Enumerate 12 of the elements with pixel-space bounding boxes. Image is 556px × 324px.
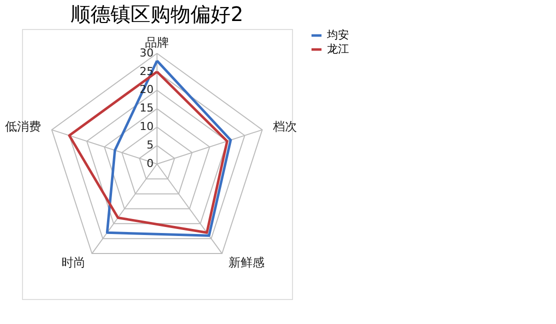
y-tick-label: 0	[146, 157, 154, 170]
spoke-label: 低消费	[5, 119, 42, 134]
y-tick-label: 5	[146, 138, 154, 152]
y-tick-label: 15	[140, 102, 154, 115]
spoke-label: 时尚	[61, 255, 86, 270]
chart-title: 顺德镇区购物偏好2	[70, 2, 244, 26]
legend-label: 均安	[326, 28, 349, 42]
spoke-label: 新鲜感	[228, 255, 265, 270]
y-tick-label: 10	[140, 120, 154, 134]
legend-label: 龙江	[327, 42, 349, 56]
spoke-label: 档次	[272, 119, 297, 134]
spoke-label: 品牌	[145, 35, 169, 50]
